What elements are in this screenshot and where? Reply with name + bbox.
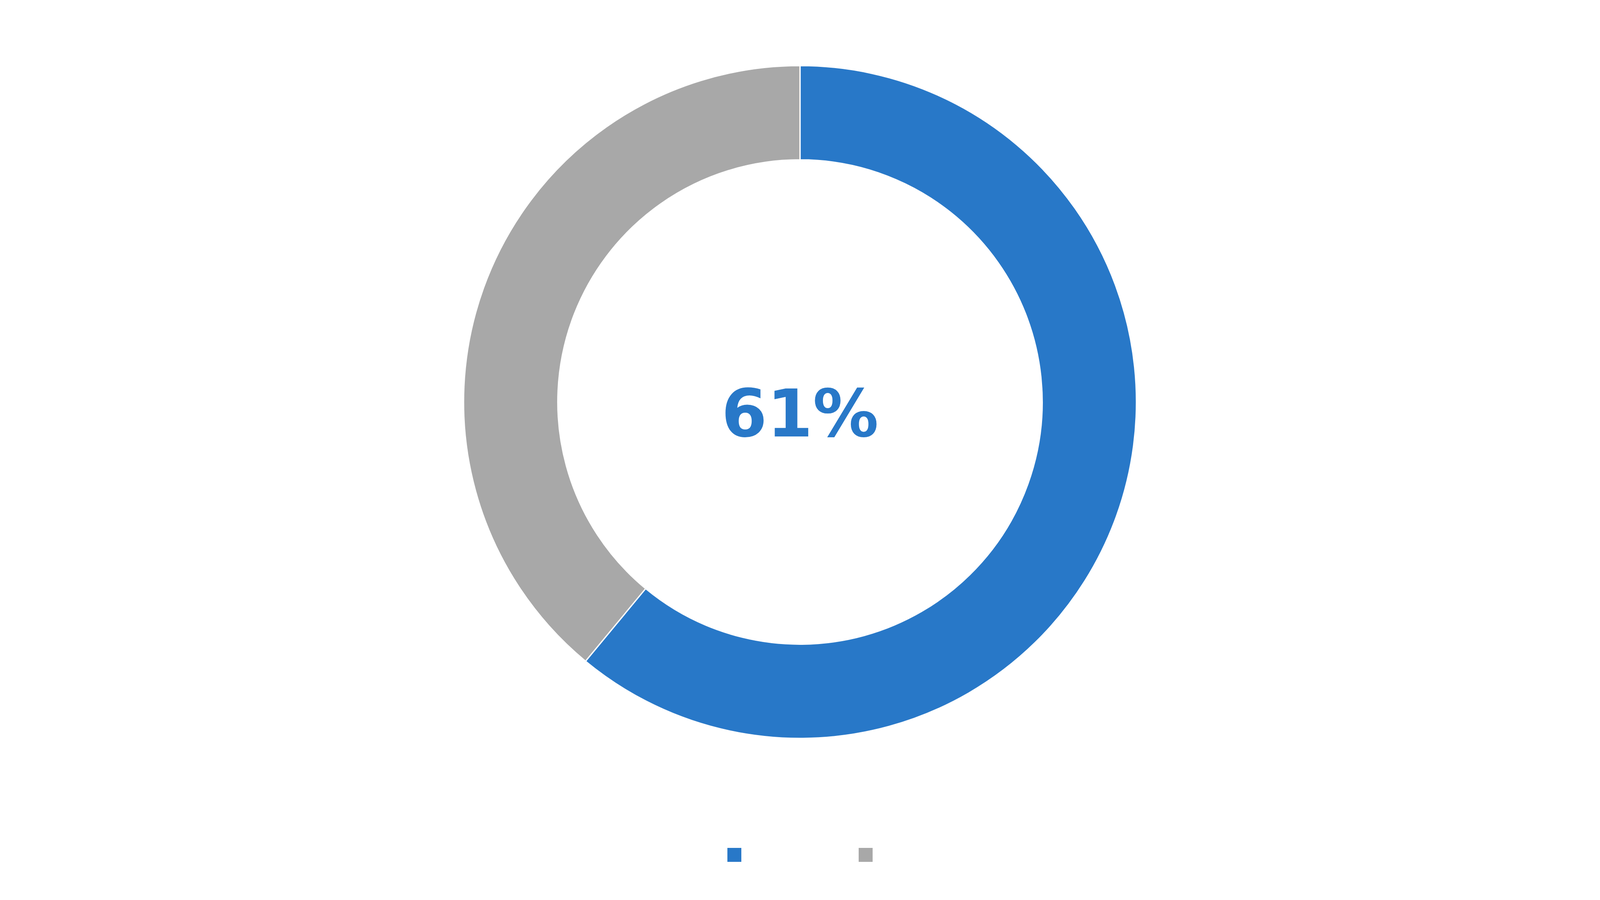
chart-root: 61% <box>0 0 1600 900</box>
legend-swatch <box>858 848 873 862</box>
legend <box>727 848 873 862</box>
slices <box>463 65 1137 739</box>
legend-swatch <box>727 848 742 862</box>
slice <box>463 65 800 662</box>
center-text: 61% <box>721 375 879 453</box>
